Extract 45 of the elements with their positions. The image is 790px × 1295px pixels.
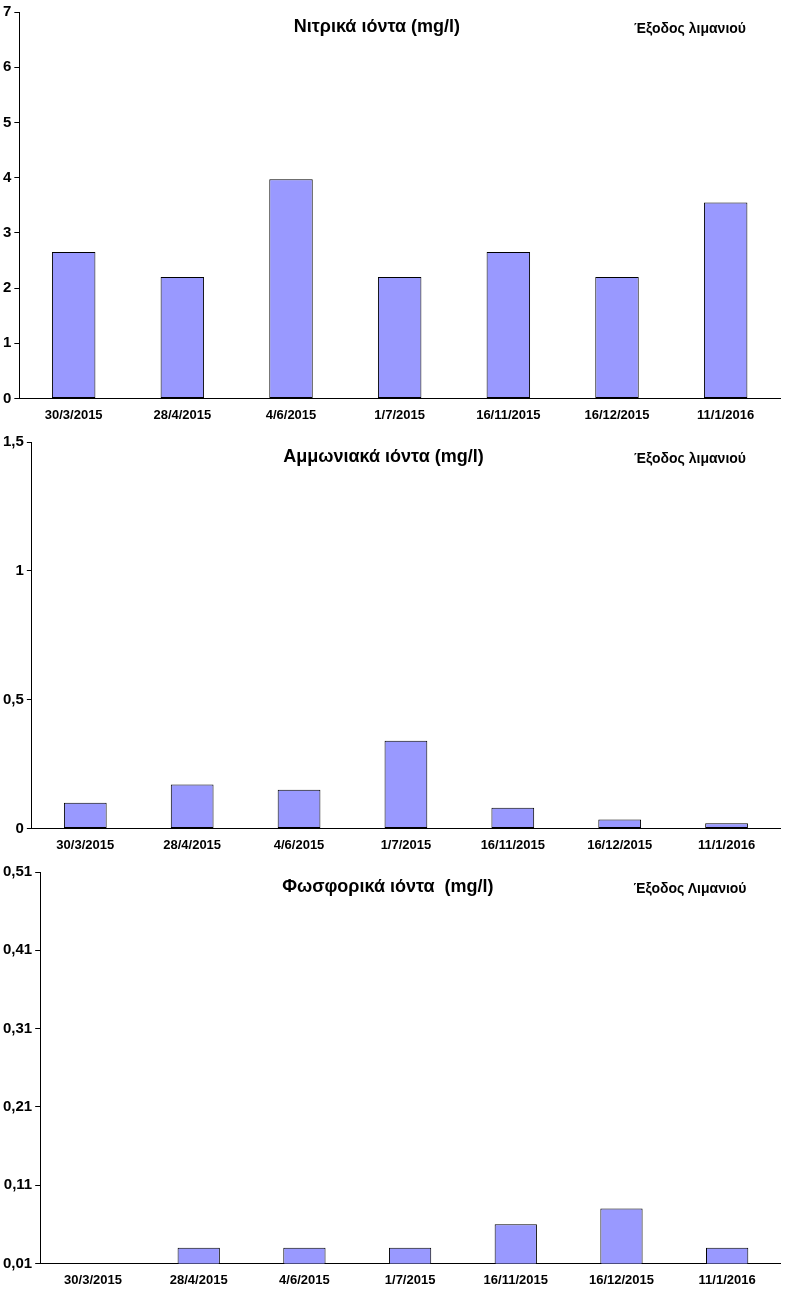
y-tick-label: 0,31: [2, 1018, 33, 1036]
y-tick-label: 1,5: [2, 432, 24, 450]
y-tick-label: 0,01: [2, 1253, 33, 1271]
chart-title: Φωσφορικά ιόντα (mg/l): [282, 875, 494, 896]
annotation: Έξοδος Λιμανιού: [633, 879, 747, 896]
x-tick-label: 28/4/2015: [163, 836, 222, 852]
x-tick-label: 4/6/2015: [279, 1271, 330, 1287]
x-tick-label: 1/7/2015: [374, 406, 425, 422]
x-tick-label: 16/12/2015: [588, 1271, 655, 1287]
annotation: Έξοδος λιμανιού: [634, 19, 746, 36]
x-tick-label: 1/7/2015: [384, 1271, 436, 1287]
x-tick-label: 16/11/2015: [476, 406, 541, 422]
y-tick-label: 0,11: [3, 1175, 33, 1193]
chart-title: Νιτρικά ιόντα (mg/l): [293, 15, 460, 36]
y-tick-label: 0,41: [2, 940, 33, 958]
annotation: Έξοδος λιμανιού: [634, 449, 746, 466]
y-tick-label: 4: [3, 167, 12, 185]
x-tick-label: 28/4/2015: [169, 1271, 228, 1287]
x-tick-label: 11/1/2016: [697, 406, 755, 422]
y-tick-label: 5: [3, 112, 12, 130]
y-tick-label: 0: [15, 818, 24, 836]
x-tick-label: 30/3/2015: [56, 836, 115, 852]
x-tick-label: 11/1/2016: [698, 1271, 756, 1287]
chart-title: Αμμωνιακά ιόντα (mg/l): [283, 445, 484, 466]
y-tick-label: 1: [3, 333, 12, 351]
x-tick-label: 16/12/2015: [587, 836, 653, 852]
y-tick-label: 0,51: [2, 862, 33, 880]
x-tick-label: 30/3/2015: [64, 1271, 122, 1287]
x-tick-label: 11/1/2016: [698, 836, 756, 852]
x-tick-label: 28/4/2015: [153, 406, 212, 422]
y-tick-label: 6: [3, 57, 12, 75]
x-tick-label: 4/6/2015: [265, 406, 317, 422]
y-tick-label: 3: [3, 222, 12, 240]
x-tick-label: 4/6/2015: [273, 836, 325, 852]
y-tick-label: 0,21: [2, 1096, 33, 1114]
x-tick-label: 30/3/2015: [44, 406, 103, 422]
y-tick-label: 2: [3, 278, 12, 296]
x-tick-label: 16/11/2015: [483, 1271, 548, 1287]
y-tick-label: 0,5: [2, 689, 24, 707]
x-tick-label: 16/11/2015: [480, 836, 545, 852]
y-tick-label: 1: [15, 560, 24, 578]
y-tick-label: 0: [3, 388, 12, 406]
x-tick-label: 1/7/2015: [380, 836, 432, 852]
x-tick-label: 16/12/2015: [584, 406, 650, 422]
y-tick-label: 7: [3, 2, 12, 20]
